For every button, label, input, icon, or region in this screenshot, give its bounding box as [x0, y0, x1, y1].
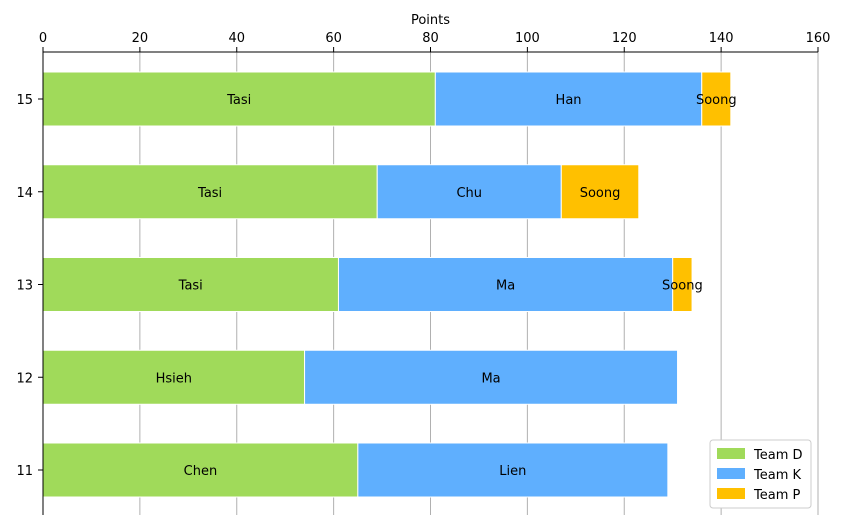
bar-label-12-0: Hsieh: [156, 371, 192, 386]
bar-label-11-0: Chen: [184, 464, 218, 479]
bar-team-d-15: [42, 71, 436, 127]
x-tick-label-20: 20: [132, 31, 149, 46]
legend-swatch-team-k: [717, 468, 745, 479]
x-tick-label-0: 0: [39, 31, 47, 46]
x-tick-label-100: 100: [515, 31, 540, 46]
bar-team-k-13: [337, 257, 674, 312]
bar-label-14-2: Soong: [580, 186, 621, 201]
bar-label-15-1: Han: [556, 93, 582, 108]
y-tick-label-11: 11: [16, 464, 33, 479]
bar-label-13-0: Tasi: [178, 279, 203, 294]
bar-team-k-11: [357, 442, 669, 498]
legend-swatch-team-d: [717, 448, 745, 459]
legend-swatch-team-p: [717, 488, 745, 499]
y-tick-label-12: 12: [16, 371, 33, 386]
bar-label-14-1: Chu: [456, 186, 482, 201]
bar-label-13-2: Soong: [662, 279, 703, 294]
legend: Team D Team K Team P: [709, 439, 812, 509]
legend-label-team-p: Team P: [753, 488, 800, 503]
bar-team-d-14: [42, 164, 378, 220]
bar-team-p-14: [560, 164, 640, 220]
y-tick-label-14: 14: [16, 186, 33, 201]
bar-team-d-12: [42, 349, 306, 405]
bar-team-k-12: [304, 349, 679, 405]
x-tick-label-140: 140: [709, 31, 734, 46]
bar-label-15-0: Tasi: [226, 93, 251, 108]
bars: [42, 71, 732, 498]
x-axis-title: Points: [411, 13, 450, 28]
bar-team-d-13: [42, 257, 339, 312]
x-tick-label-120: 120: [612, 31, 637, 46]
bar-team-k-15: [434, 71, 703, 127]
legend-label-team-k: Team K: [753, 468, 801, 483]
x-tick-label-160: 160: [806, 31, 831, 46]
bar-label-12-1: Ma: [481, 371, 500, 386]
y-tick-label-15: 15: [16, 93, 33, 108]
bar-label-11-1: Lien: [499, 464, 526, 479]
bar-label-15-2: Soong: [696, 93, 737, 108]
legend-label-team-d: Team D: [753, 448, 803, 463]
axes: 0 20 40 60 80 100 120 140 160 11 12 13 14 15: [16, 31, 830, 515]
x-tick-label-60: 60: [325, 31, 342, 46]
y-tick-label-13: 13: [16, 279, 33, 294]
bar-label-14-0: Tasi: [197, 186, 222, 201]
bar-team-p-15: [701, 71, 732, 127]
bar-label-13-1: Ma: [496, 279, 515, 294]
x-tick-label-80: 80: [422, 31, 439, 46]
bar-team-p-13: [672, 257, 693, 312]
bar-labels: Chen Lien Hsieh Ma Tasi Ma Soong Tasi Chu Soong Ta…: [156, 93, 737, 479]
x-tick-label-40: 40: [228, 31, 245, 46]
